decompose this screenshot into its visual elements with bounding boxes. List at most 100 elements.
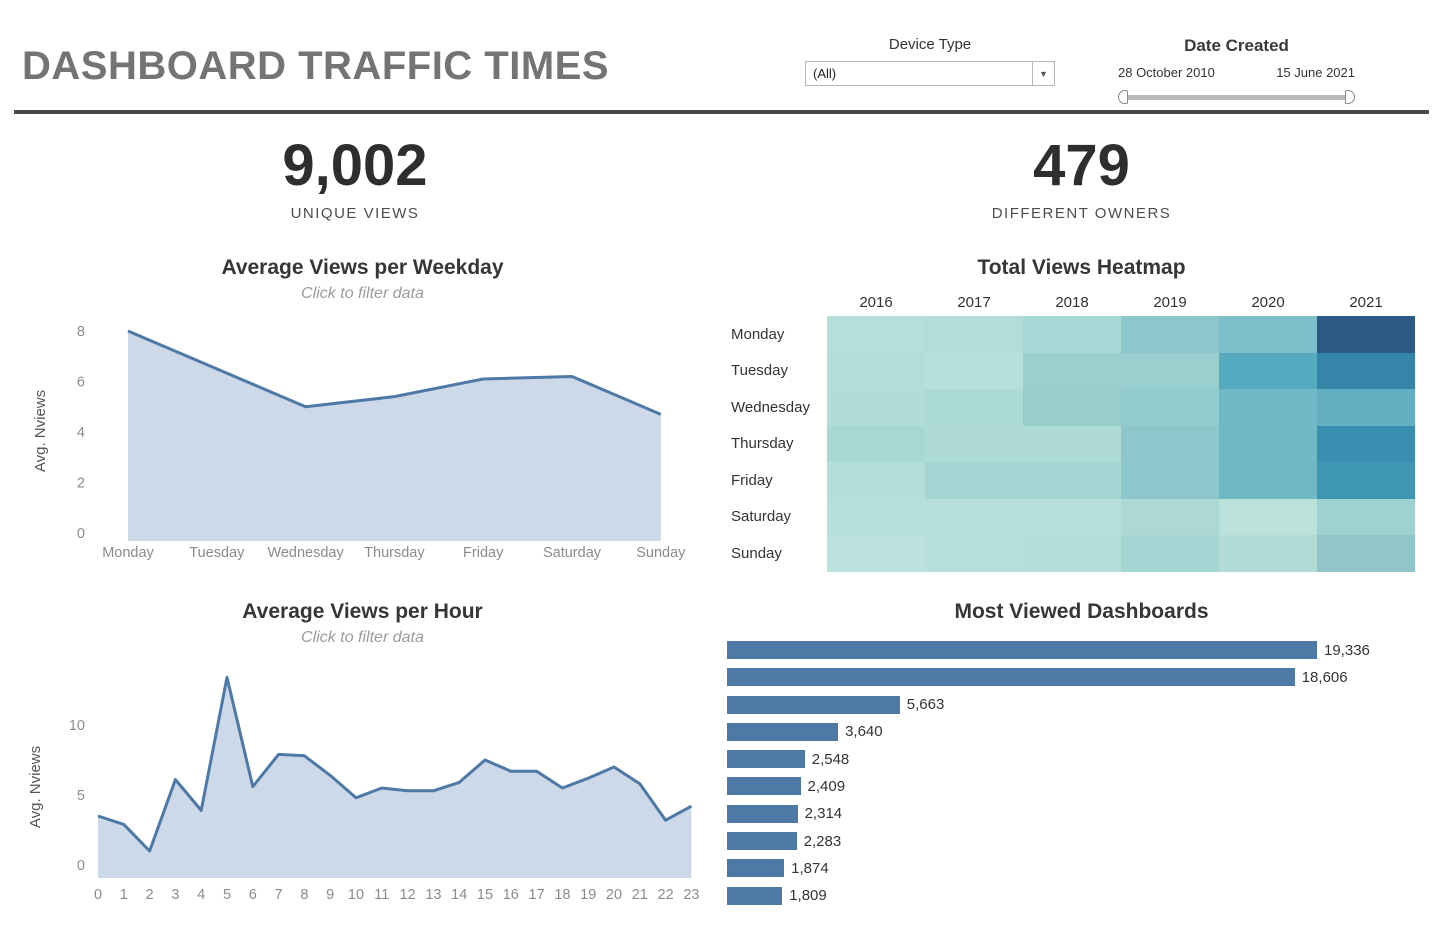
heatmap-cell[interactable] <box>1317 498 1415 535</box>
weekday-area-fill[interactable] <box>128 331 661 541</box>
x-axis-tick: Monday <box>102 545 154 561</box>
dashboard-views-bar[interactable] <box>727 695 900 714</box>
heatmap-cell[interactable] <box>1023 389 1121 426</box>
date-range-handle-start[interactable] <box>1118 90 1128 104</box>
heatmap-cell[interactable] <box>1121 389 1219 426</box>
bar-value-label: 2,409 <box>807 777 846 795</box>
chart-title: Total Views Heatmap <box>977 256 1186 279</box>
x-axis-tick: 16 <box>503 887 519 903</box>
heatmap-cell[interactable] <box>925 535 1023 572</box>
hour-area-fill[interactable] <box>98 677 692 878</box>
x-axis-tick: 17 <box>529 887 545 903</box>
heatmap-cell[interactable] <box>1121 425 1219 462</box>
heatmap-cell[interactable] <box>1121 352 1219 389</box>
heatmap-cell[interactable] <box>1219 352 1317 389</box>
x-axis-tick: 11 <box>374 887 389 903</box>
heatmap-cell[interactable] <box>1023 316 1121 353</box>
bar-value-label: 1,809 <box>789 887 827 905</box>
heatmap-cell[interactable] <box>1121 462 1219 499</box>
dashboard-views-bar[interactable] <box>727 777 801 796</box>
heatmap-cell[interactable] <box>1023 462 1121 499</box>
y-axis-tick: 6 <box>77 375 85 391</box>
date-range-handle-end[interactable] <box>1345 90 1355 104</box>
dashboard-views-bar[interactable] <box>727 668 1295 687</box>
x-axis-tick: Thursday <box>364 545 425 561</box>
heatmap-cell[interactable] <box>1121 316 1219 353</box>
heatmap-cell[interactable] <box>1317 462 1415 499</box>
dashboard-views-bar[interactable] <box>727 641 1317 659</box>
dashboard-views-bar[interactable] <box>727 722 839 741</box>
date-range-track[interactable] <box>1122 95 1351 100</box>
y-axis-tick: 2 <box>77 476 85 492</box>
bar-row: 3,640 <box>720 722 1443 741</box>
dashboard-views-bar[interactable] <box>727 859 785 878</box>
heatmap-cell[interactable] <box>1317 352 1415 389</box>
heatmap-cell[interactable] <box>925 425 1023 462</box>
heatmap-cell[interactable] <box>827 352 925 389</box>
x-axis-tick: 14 <box>451 887 467 903</box>
heatmap-cell[interactable] <box>1219 316 1317 353</box>
y-axis-tick: 8 <box>77 324 85 340</box>
heatmap-cell[interactable] <box>827 425 925 462</box>
heatmap-row: Monday <box>720 316 1443 353</box>
x-axis-tick: 13 <box>425 887 441 903</box>
y-axis-tick: 10 <box>69 718 85 734</box>
heatmap-cell[interactable] <box>1219 425 1317 462</box>
heatmap-cell[interactable] <box>925 462 1023 499</box>
heatmap-cell[interactable] <box>1219 498 1317 535</box>
heatmap-cell[interactable] <box>827 316 925 353</box>
heatmap-cell[interactable] <box>925 389 1023 426</box>
date-created-label: Date Created <box>1184 36 1289 55</box>
chart-title: Average Views per Weekday <box>221 256 504 279</box>
heatmap-cell[interactable] <box>827 498 925 535</box>
kpi-unique-views: 9,002 UNIQUE VIEWS <box>0 132 710 222</box>
heatmap-year-label: 2021 <box>1349 294 1383 311</box>
hour-area-chart[interactable]: 0 5 10 0 1 2 3 4 5 6 7 8 9 10 11 12 13 14 15 16 17 18 19 20 21 22… <box>15 647 710 940</box>
heatmap-cell[interactable] <box>827 389 925 426</box>
dashboard-views-bar[interactable] <box>727 750 805 769</box>
date-range-slider[interactable] <box>1118 90 1355 104</box>
x-axis-tick: Sunday <box>636 545 686 561</box>
heatmap-cell[interactable] <box>827 535 925 572</box>
x-axis-tick: 4 <box>197 887 205 903</box>
weekday-area-chart[interactable]: 0 2 4 6 8 Monday Tuesday Wednesday Thursday Frida… <box>15 303 710 630</box>
heatmap-year-label: 2016 <box>859 294 893 311</box>
heatmap-cell[interactable] <box>1121 535 1219 572</box>
heatmap-cell[interactable] <box>1121 498 1219 535</box>
heatmap-cell[interactable] <box>1023 425 1121 462</box>
heatmap-cell[interactable] <box>925 316 1023 353</box>
heatmap-cell[interactable] <box>925 498 1023 535</box>
heatmap-cell[interactable] <box>1219 389 1317 426</box>
dashboard-views-bar[interactable] <box>727 886 783 905</box>
x-axis-tick: Wednesday <box>267 545 344 561</box>
bar-row: 1,874 <box>720 859 1443 878</box>
dashboard-views-bar[interactable] <box>727 832 797 851</box>
x-axis-tick: 10 <box>348 887 364 903</box>
heatmap-cell[interactable] <box>1317 425 1415 462</box>
heatmap-cell[interactable] <box>1317 389 1415 426</box>
kpi-different-owners: 479 DIFFERENT OWNERS <box>720 132 1443 222</box>
device-type-selected-value: (All) <box>813 66 837 81</box>
heatmap-cell[interactable] <box>1023 535 1121 572</box>
heatmap-cell[interactable] <box>1219 462 1317 499</box>
panel-average-views-per-weekday: Average Views per Weekday Click to filte… <box>15 256 710 630</box>
heatmap-cell[interactable] <box>1023 498 1121 535</box>
weekday-svg: 0 2 4 6 8 Monday Tuesday Wednesday Thursday Frida… <box>32 324 686 561</box>
heatmap-cell[interactable] <box>1219 535 1317 572</box>
heatmap-year-label: 2018 <box>1055 294 1089 311</box>
heatmap-cell[interactable] <box>925 352 1023 389</box>
heatmap-cell[interactable] <box>827 462 925 499</box>
hour-line[interactable] <box>97 675 693 853</box>
heatmap-cell[interactable] <box>1023 352 1121 389</box>
heatmap-cell[interactable] <box>1317 316 1415 353</box>
heatmap-cell[interactable] <box>1317 535 1415 572</box>
x-axis-tick: 5 <box>223 887 231 903</box>
x-axis-tick: 1 <box>120 887 128 903</box>
dashboard-views-bar[interactable] <box>727 804 798 823</box>
device-type-select[interactable]: (All) ▼ <box>805 61 1055 86</box>
chevron-down-icon[interactable]: ▼ <box>1032 62 1054 85</box>
bar-row: 18,606 <box>720 668 1443 687</box>
heatmap-row: Saturday <box>720 498 1443 535</box>
weekday-line[interactable] <box>127 329 662 416</box>
x-axis-tick: 7 <box>275 887 283 903</box>
